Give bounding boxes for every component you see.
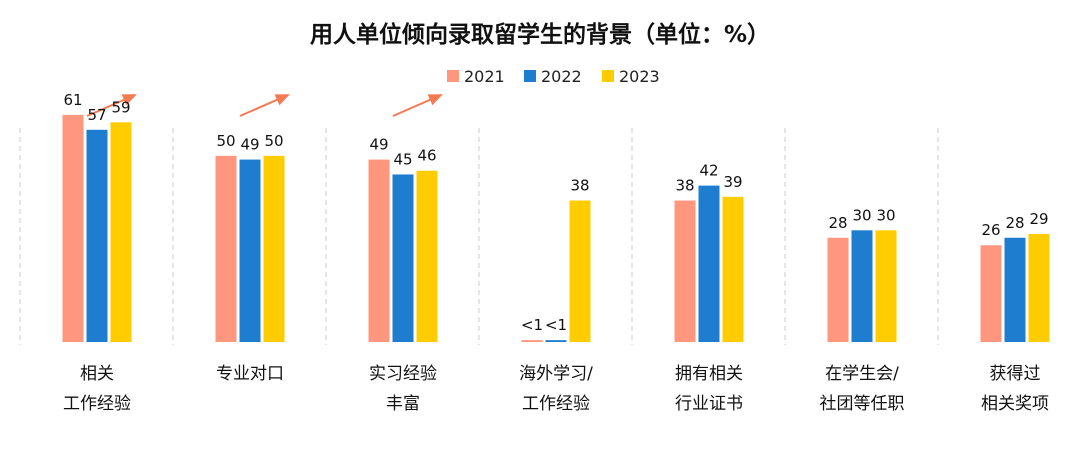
bar-2023-0 <box>110 122 132 342</box>
bar-2021-0 <box>62 114 84 343</box>
data-label-2021-2: 49 <box>369 136 388 154</box>
bar-2023-2 <box>416 170 438 342</box>
legend-swatch-2023 <box>602 70 614 82</box>
data-label-2021-4: 38 <box>675 177 694 195</box>
trend-arrow-head-1 <box>274 94 290 106</box>
bar-2023-5 <box>875 230 897 342</box>
bar-2022-3 <box>545 340 567 342</box>
category-label-0-1: 工作经验 <box>63 394 131 414</box>
legend-swatch-2021 <box>447 70 459 82</box>
data-label-2021-1: 50 <box>216 132 235 150</box>
bar-2022-5 <box>851 230 873 342</box>
legend-swatch-2022 <box>524 70 536 82</box>
category-label-3-1: 工作经验 <box>522 394 590 414</box>
category-label-4-0: 拥有相关 <box>675 364 743 384</box>
data-label-2022-2: 45 <box>393 150 412 168</box>
data-label-2023-4: 39 <box>723 173 742 191</box>
data-label-2023-1: 50 <box>264 132 283 150</box>
category-label-4-1: 行业证书 <box>675 394 743 414</box>
bar-2021-5 <box>827 237 849 342</box>
data-label-2022-5: 30 <box>852 206 871 224</box>
data-label-2022-3: <1 <box>545 316 567 334</box>
category-label-3-0: 海外学习/ <box>519 364 593 384</box>
bar-2021-3 <box>521 340 543 342</box>
trend-arrow-head-0 <box>121 94 137 106</box>
data-label-2021-5: 28 <box>828 214 847 232</box>
category-label-2-0: 实习经验 <box>369 364 437 384</box>
bar-2021-2 <box>368 159 390 342</box>
data-label-2023-2: 46 <box>417 147 436 165</box>
bar-2023-3 <box>569 200 591 342</box>
group-separators <box>19 128 939 345</box>
bar-2023-4 <box>722 196 744 342</box>
chart-title: 用人单位倾向录取留学生的背景（单位：%） <box>310 21 770 48</box>
data-label-2022-6: 28 <box>1005 214 1024 232</box>
data-label-2021-6: 26 <box>981 221 1000 239</box>
category-label-2-1: 丰富 <box>386 394 420 414</box>
trend-arrows <box>86 94 443 117</box>
trend-arrow-head-2 <box>427 94 443 106</box>
bar-2022-2 <box>392 174 414 342</box>
bar-2022-1 <box>239 159 261 342</box>
bar-2022-6 <box>1004 237 1026 342</box>
data-label-2022-4: 42 <box>699 162 718 180</box>
category-label-6-1: 相关奖项 <box>981 394 1049 414</box>
data-label-2022-1: 49 <box>240 136 259 154</box>
category-label-5-0: 在学生会/ <box>825 364 899 384</box>
data-label-2021-0: 61 <box>63 91 82 109</box>
category-label-1-0: 专业对口 <box>216 364 284 384</box>
value-labels: 61 57 59 50 49 50 49 45 46 <1 <1 38 38 42 39 28 30 30 26 28… <box>63 91 1048 334</box>
data-label-2023-0: 59 <box>111 98 130 116</box>
legend-label-2021: 2021 <box>464 67 505 86</box>
legend-label-2022: 2022 <box>541 67 582 86</box>
data-label-2021-3: <1 <box>521 316 543 334</box>
data-label-2023-6: 29 <box>1029 210 1048 228</box>
category-label-5-1: 社团等任职 <box>820 394 905 414</box>
bar-2021-4 <box>674 200 696 342</box>
data-label-2022-0: 57 <box>87 106 106 124</box>
bar-2021-1 <box>215 155 237 342</box>
bars <box>62 114 1050 343</box>
legend: 2021 2022 2023 <box>447 67 660 86</box>
data-label-2023-5: 30 <box>876 206 895 224</box>
legend-label-2023: 2023 <box>619 67 660 86</box>
bar-2023-6 <box>1028 234 1050 342</box>
bar-2022-4 <box>698 185 720 342</box>
bar-2022-0 <box>86 129 108 342</box>
bar-2023-1 <box>263 155 285 342</box>
bar-2021-6 <box>980 245 1002 342</box>
data-label-2023-3: 38 <box>570 177 589 195</box>
category-label-0-0: 相关 <box>80 364 114 384</box>
category-label-6-0: 获得过 <box>990 364 1041 384</box>
